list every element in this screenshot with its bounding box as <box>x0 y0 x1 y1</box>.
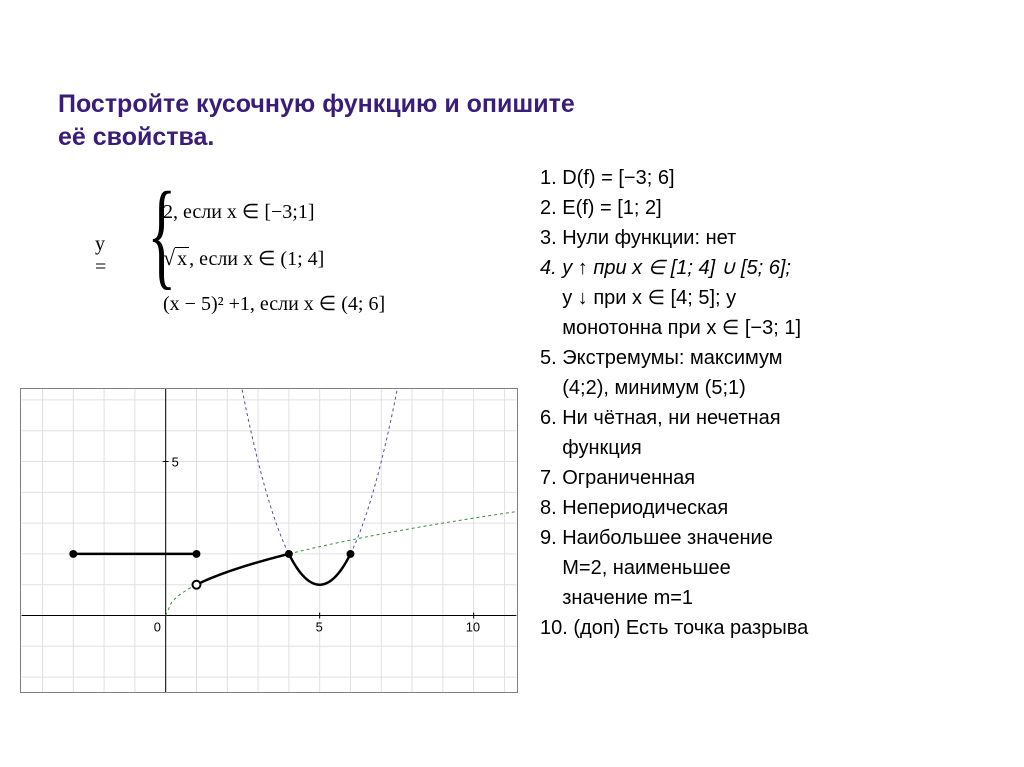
case-3: (x − 5)² +1, если x ∈ (4; 6] <box>163 282 385 326</box>
case-1: 2, если x ∈ [−3;1] <box>163 190 385 234</box>
svg-text:0: 0 <box>154 619 161 634</box>
prop-5a: 5. Экстремумы: максимум <box>540 344 980 373</box>
prop-4a: 4. y ↑ при x ∈ [1; 4] ∪ [5; 6]; <box>540 254 980 283</box>
svg-text:10: 10 <box>466 619 480 634</box>
properties-list: 1. D(f) = [−3; 6] 2. E(f) = [1; 2] 3. Ну… <box>540 164 980 644</box>
prop-3: 3. Нули функции: нет <box>540 224 980 253</box>
prop-9a: 9. Наибольшее значение <box>540 524 980 553</box>
graph-svg: 0 5 5 10 <box>21 389 517 692</box>
svg-text:5: 5 <box>316 619 323 634</box>
prop-6a: 6. Ни чётная, ни нечетная <box>540 404 980 433</box>
formula-lhs: y = <box>95 233 106 279</box>
prop-10: 10. (доп) Есть точка разрыва <box>540 614 980 643</box>
prop-8: 8. Непериодическая <box>540 494 980 523</box>
prop-7: 7. Ограниченная <box>540 464 980 493</box>
prop-4b: y ↓ при x ∈ [4; 5]; y <box>540 284 980 313</box>
page-title: Постройте кусочную функцию и опишите её … <box>58 88 578 153</box>
case-2: √x, если x ∈ (1; 4] <box>163 234 385 282</box>
formula-cases: 2, если x ∈ [−3;1] √x, если x ∈ (1; 4] (… <box>163 190 385 326</box>
prop-9b: M=2, наименьшее <box>540 554 980 583</box>
prop-5b: (4;2), минимум (5;1) <box>540 374 980 403</box>
svg-text:5: 5 <box>172 454 179 469</box>
graph: 0 5 5 10 <box>20 388 518 693</box>
prop-2: 2. E(f) = [1; 2] <box>540 194 980 223</box>
prop-6b: функция <box>540 434 980 463</box>
prop-9c: значение m=1 <box>540 584 980 613</box>
prop-1: 1. D(f) = [−3; 6] <box>540 164 980 193</box>
prop-4c: монотонна при x ∈ [−3; 1] <box>540 314 980 343</box>
